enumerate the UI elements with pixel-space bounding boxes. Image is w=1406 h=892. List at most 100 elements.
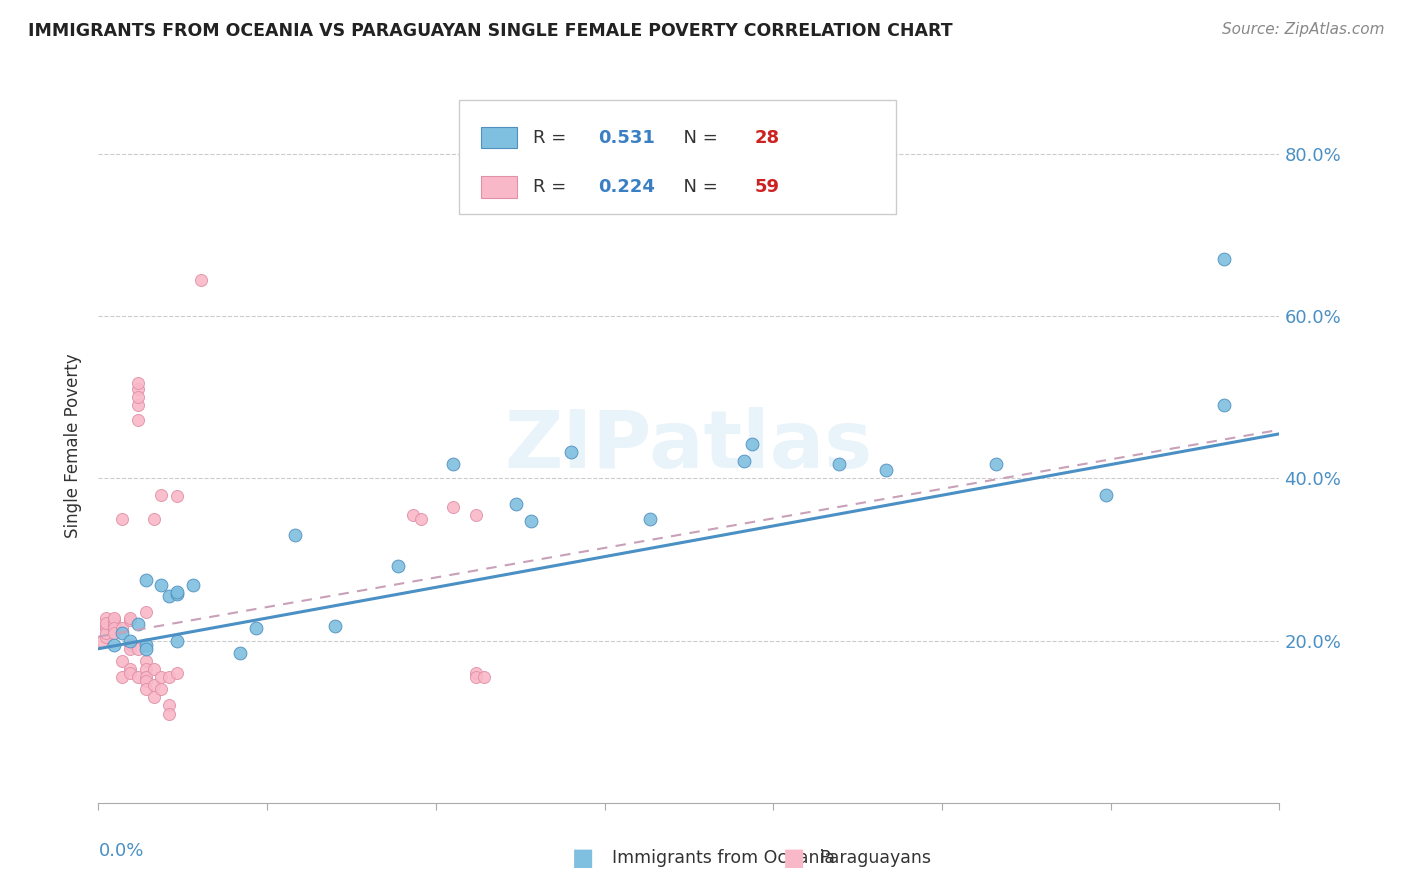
Point [96, 611, 118, 625]
Point [96, 617, 118, 632]
Point [827, 457, 849, 471]
Point [441, 500, 464, 514]
Point [190, 273, 212, 287]
Point [181, 578, 204, 592]
Point [150, 578, 173, 592]
Point [150, 488, 173, 502]
Point [984, 457, 1007, 471]
Point [1213, 252, 1236, 267]
Text: ■: ■ [572, 847, 595, 870]
Point [127, 617, 149, 632]
Point [465, 670, 488, 684]
FancyBboxPatch shape [481, 177, 516, 198]
Point [166, 489, 188, 503]
Point [111, 654, 134, 668]
Text: 0.224: 0.224 [598, 178, 655, 196]
Point [91, 633, 114, 648]
Text: 28: 28 [755, 128, 780, 146]
Point [118, 611, 141, 625]
Point [166, 666, 188, 681]
Text: Immigrants from Oceania: Immigrants from Oceania [612, 849, 835, 867]
Point [118, 633, 141, 648]
Point [166, 585, 188, 599]
Text: IMMIGRANTS FROM OCEANIA VS PARAGUAYAN SINGLE FEMALE POVERTY CORRELATION CHART: IMMIGRANTS FROM OCEANIA VS PARAGUAYAN SI… [28, 22, 953, 40]
Text: ZIPatlas: ZIPatlas [505, 407, 873, 485]
Point [505, 497, 527, 511]
Point [402, 508, 425, 522]
Point [127, 390, 149, 404]
Point [166, 633, 188, 648]
Text: Source: ZipAtlas.com: Source: ZipAtlas.com [1222, 22, 1385, 37]
Point [387, 559, 409, 574]
Point [96, 630, 118, 644]
Point [135, 638, 157, 652]
Point [157, 589, 180, 603]
Text: R =: R = [533, 128, 572, 146]
Point [157, 706, 180, 721]
Point [142, 512, 165, 526]
Point [103, 619, 125, 633]
Point [465, 666, 488, 681]
Point [118, 666, 141, 681]
Point [1213, 399, 1236, 413]
Point [111, 512, 134, 526]
Point [127, 413, 149, 427]
Point [135, 662, 157, 676]
Text: R =: R = [533, 178, 572, 196]
Point [118, 641, 141, 656]
Text: ■: ■ [783, 847, 806, 870]
Point [157, 670, 180, 684]
Point [111, 625, 134, 640]
Point [638, 512, 661, 526]
Point [157, 698, 180, 713]
FancyBboxPatch shape [481, 127, 516, 148]
Text: 0.0%: 0.0% [98, 842, 143, 860]
Text: N =: N = [672, 128, 724, 146]
Point [103, 625, 125, 640]
Point [96, 622, 118, 636]
Point [411, 512, 433, 526]
Point [142, 690, 165, 705]
Point [142, 678, 165, 692]
Point [103, 623, 125, 637]
Point [323, 619, 346, 633]
Text: Paraguayans: Paraguayans [820, 849, 932, 867]
Point [135, 674, 157, 689]
Point [520, 514, 543, 528]
Point [465, 508, 488, 522]
Point [245, 622, 267, 636]
Point [229, 646, 252, 660]
Point [284, 528, 307, 542]
Point [875, 463, 897, 477]
Point [96, 625, 118, 640]
Point [135, 670, 157, 684]
Point [111, 670, 134, 684]
Point [111, 622, 134, 636]
Point [103, 622, 125, 636]
Point [103, 638, 125, 652]
Point [96, 622, 118, 636]
Text: 59: 59 [755, 178, 780, 196]
Point [166, 586, 188, 600]
Text: N =: N = [672, 178, 724, 196]
Point [135, 641, 157, 656]
Point [135, 573, 157, 587]
Point [733, 453, 755, 467]
Point [127, 376, 149, 390]
Point [103, 622, 125, 636]
Point [135, 654, 157, 668]
Point [118, 662, 141, 676]
Point [150, 670, 173, 684]
Point [127, 641, 149, 656]
Point [118, 638, 141, 652]
Point [1095, 488, 1118, 502]
Point [103, 617, 125, 632]
Point [127, 382, 149, 396]
Text: 0.531: 0.531 [598, 128, 655, 146]
Point [135, 605, 157, 619]
Point [103, 611, 125, 625]
Point [118, 613, 141, 627]
Point [127, 670, 149, 684]
Point [150, 682, 173, 697]
Point [741, 437, 763, 451]
